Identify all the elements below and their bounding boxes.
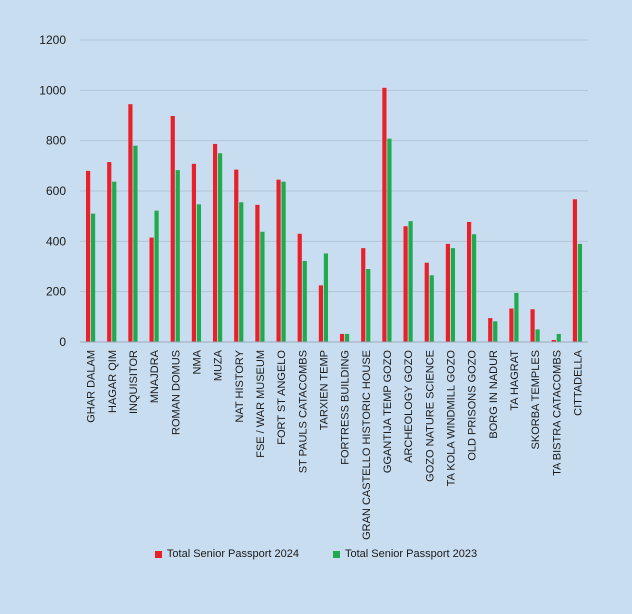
bar-2024 [318,285,324,342]
bar-2023 [429,275,434,342]
category-label: GHAR DALAM [86,350,98,423]
category-label: HAGAR QIM [107,350,119,413]
bar-2023 [281,181,286,342]
y-tick-label: 600 [46,184,66,198]
bar-2024 [297,233,302,342]
category-label: TA BISTRA CATACOMBS [551,350,563,476]
bar-2024 [170,116,175,343]
category-label: FORTRESS BUILDING [340,350,352,465]
category-label: TA HAGRAT [509,350,521,411]
bar-2024 [488,318,493,342]
legend-swatch-2024 [154,550,162,558]
category-label: INQUISITOR [128,350,140,414]
y-tick-label: 400 [46,234,66,248]
bar-2024 [424,262,429,342]
category-label: MUZA [213,349,225,381]
bar-2024 [509,308,514,342]
bar-2024 [403,226,408,342]
bar-2024 [530,309,535,342]
bar-2023 [90,213,96,342]
y-tick-label: 200 [46,285,66,299]
category-label: ROMAN DOMUS [170,350,182,435]
category-label: OLD PRISONS GOZO [467,350,479,461]
bar-2024 [149,237,154,342]
category-label: CITTADELLA [572,349,584,415]
y-tick-label: 800 [46,134,66,148]
gridlines [80,39,588,293]
bar-2024 [572,199,578,342]
legend-item-2024: Total Senior Passport 2024 [154,548,299,560]
bar-2024 [276,179,281,342]
bar-2023 [535,329,540,342]
bar-2024 [466,221,472,342]
bar-2024 [234,169,239,342]
bar-2023 [217,153,223,342]
y-tick-label: 0 [59,335,66,349]
category-label: ARCHEOLOGY GOZO [403,350,415,463]
bar-2023 [471,234,477,342]
y-tick-label: 1000 [39,83,66,97]
category-label: SKORBA TEMPLES [530,350,542,449]
category-label: NAT HISTORY [234,349,246,422]
legend: Total Senior Passport 2024 Total Senior … [0,544,632,564]
legend-swatch-2023 [333,550,340,558]
legend-item-2023: Total Senior Passport 2023 [333,548,477,560]
bar-2024 [255,204,260,342]
bar-2023 [302,260,307,342]
bar-2024 [551,339,556,342]
bar-2024 [382,87,387,342]
bar-2023 [196,204,202,342]
bar-2023 [577,243,583,342]
bar-2023 [387,138,392,342]
bar-2023 [260,231,265,342]
bar-2023 [323,253,329,342]
category-label: GGANTIJA TEMP GOZO [382,350,394,474]
y-tick-label: 1200 [39,33,66,47]
bar-2024 [361,248,366,342]
category-label: GOZO NATURE SCIENCE [424,350,436,482]
category-label: ST PAULS CATACOMBS [297,350,309,473]
bar-2023 [344,333,350,342]
category-label: FSE / WAR MUSEUM [255,350,267,458]
bar-2024 [107,162,112,342]
category-labels: GHAR DALAM HAGAR QIM INQUISITOR MNAJDRA ROMA… [86,349,585,540]
bar-2023 [556,333,561,342]
bar-2024 [212,143,218,342]
category-label: GRAN CASTELLO HISTORIC HOUSE [361,350,373,540]
category-label: BORG IN NADUR [488,350,500,439]
bar-2024 [191,163,197,342]
category-label: MNAJDRA [149,349,161,403]
category-label: TA KOLA WINDMILL GOZO [445,350,457,487]
bar-2023 [450,248,456,342]
bar-2023 [514,292,519,342]
bar-2023 [239,202,244,342]
bar-2024 [85,170,91,342]
legend-label-2024: Total Senior Passport 2024 [166,548,299,560]
bar-2023 [408,221,413,342]
bar-2023 [493,321,498,342]
bar-2023 [112,181,117,342]
legend-label-2023: Total Senior Passport 2023 [345,548,478,560]
category-label: FORT ST ANGELO [276,350,288,445]
bar-2023 [154,210,159,342]
bar-2023 [366,269,371,342]
bar-2024 [445,243,451,342]
y-axis-ticks: 0 200 400 600 800 1000 1200 [39,33,66,349]
bar-2023 [175,170,180,342]
category-label: NMA [191,349,203,374]
category-label: TARXIEN TEMP [318,350,330,430]
bar-2024 [339,333,345,342]
bars [85,87,583,343]
bar-2023 [133,145,138,342]
bar-2024 [128,104,133,342]
